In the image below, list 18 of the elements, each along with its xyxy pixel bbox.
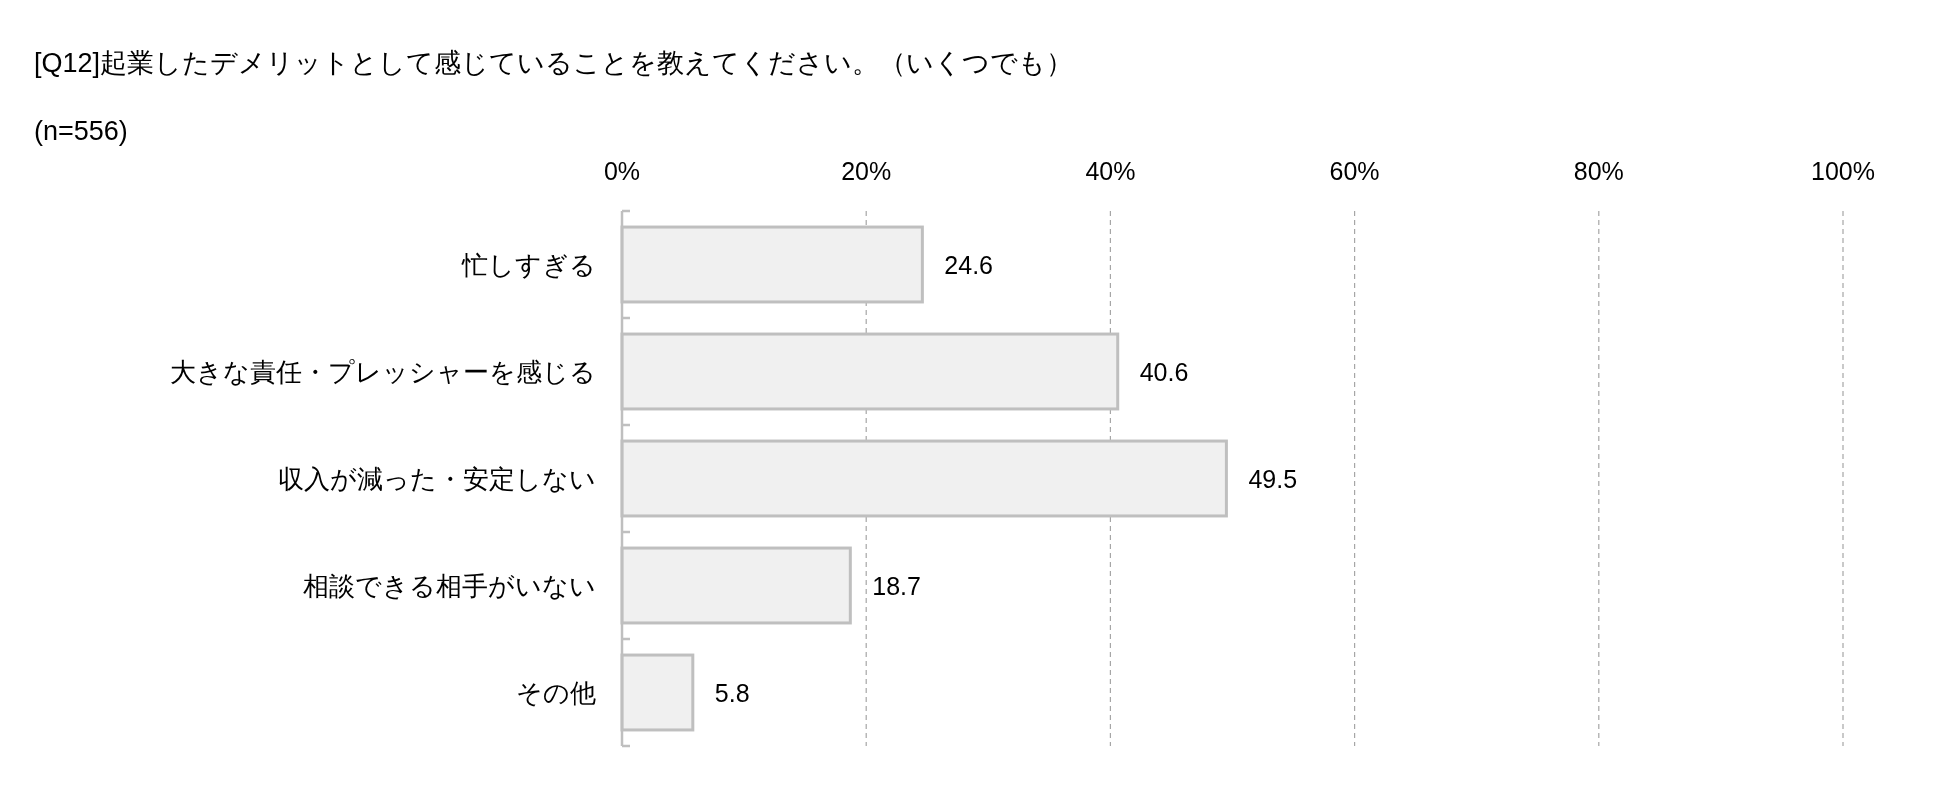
x-tick-label: 80% [1573,157,1624,185]
y-tick-label: 大きな責任・プレッシャーを感じる [170,356,596,387]
data-label: 24.6 [944,250,994,279]
chart-title: [Q12]起業したデメリットとして感じていることを教えてください。（いくつでも） [34,48,1074,78]
y-tick-label: その他 [516,677,596,708]
x-tick-label: 100% [1811,157,1875,185]
x-tick-label: 40% [1085,157,1136,185]
x-tick-label: 0% [603,157,641,185]
data-label: 49.5 [1248,464,1298,493]
x-tick-label: 60% [1329,157,1380,185]
text: (n=556) [34,116,128,146]
data-label: 5.8 [714,678,750,707]
y-tick-label: 収入が減った・安定しない [278,463,596,494]
data-label: 40.6 [1139,357,1189,386]
y-tick-label: 忙しすぎる [461,249,596,280]
x-tick-label: 20% [841,157,892,185]
data-label: 18.7 [872,571,921,600]
y-tick-label: 相談できる相手がいない [303,570,596,601]
